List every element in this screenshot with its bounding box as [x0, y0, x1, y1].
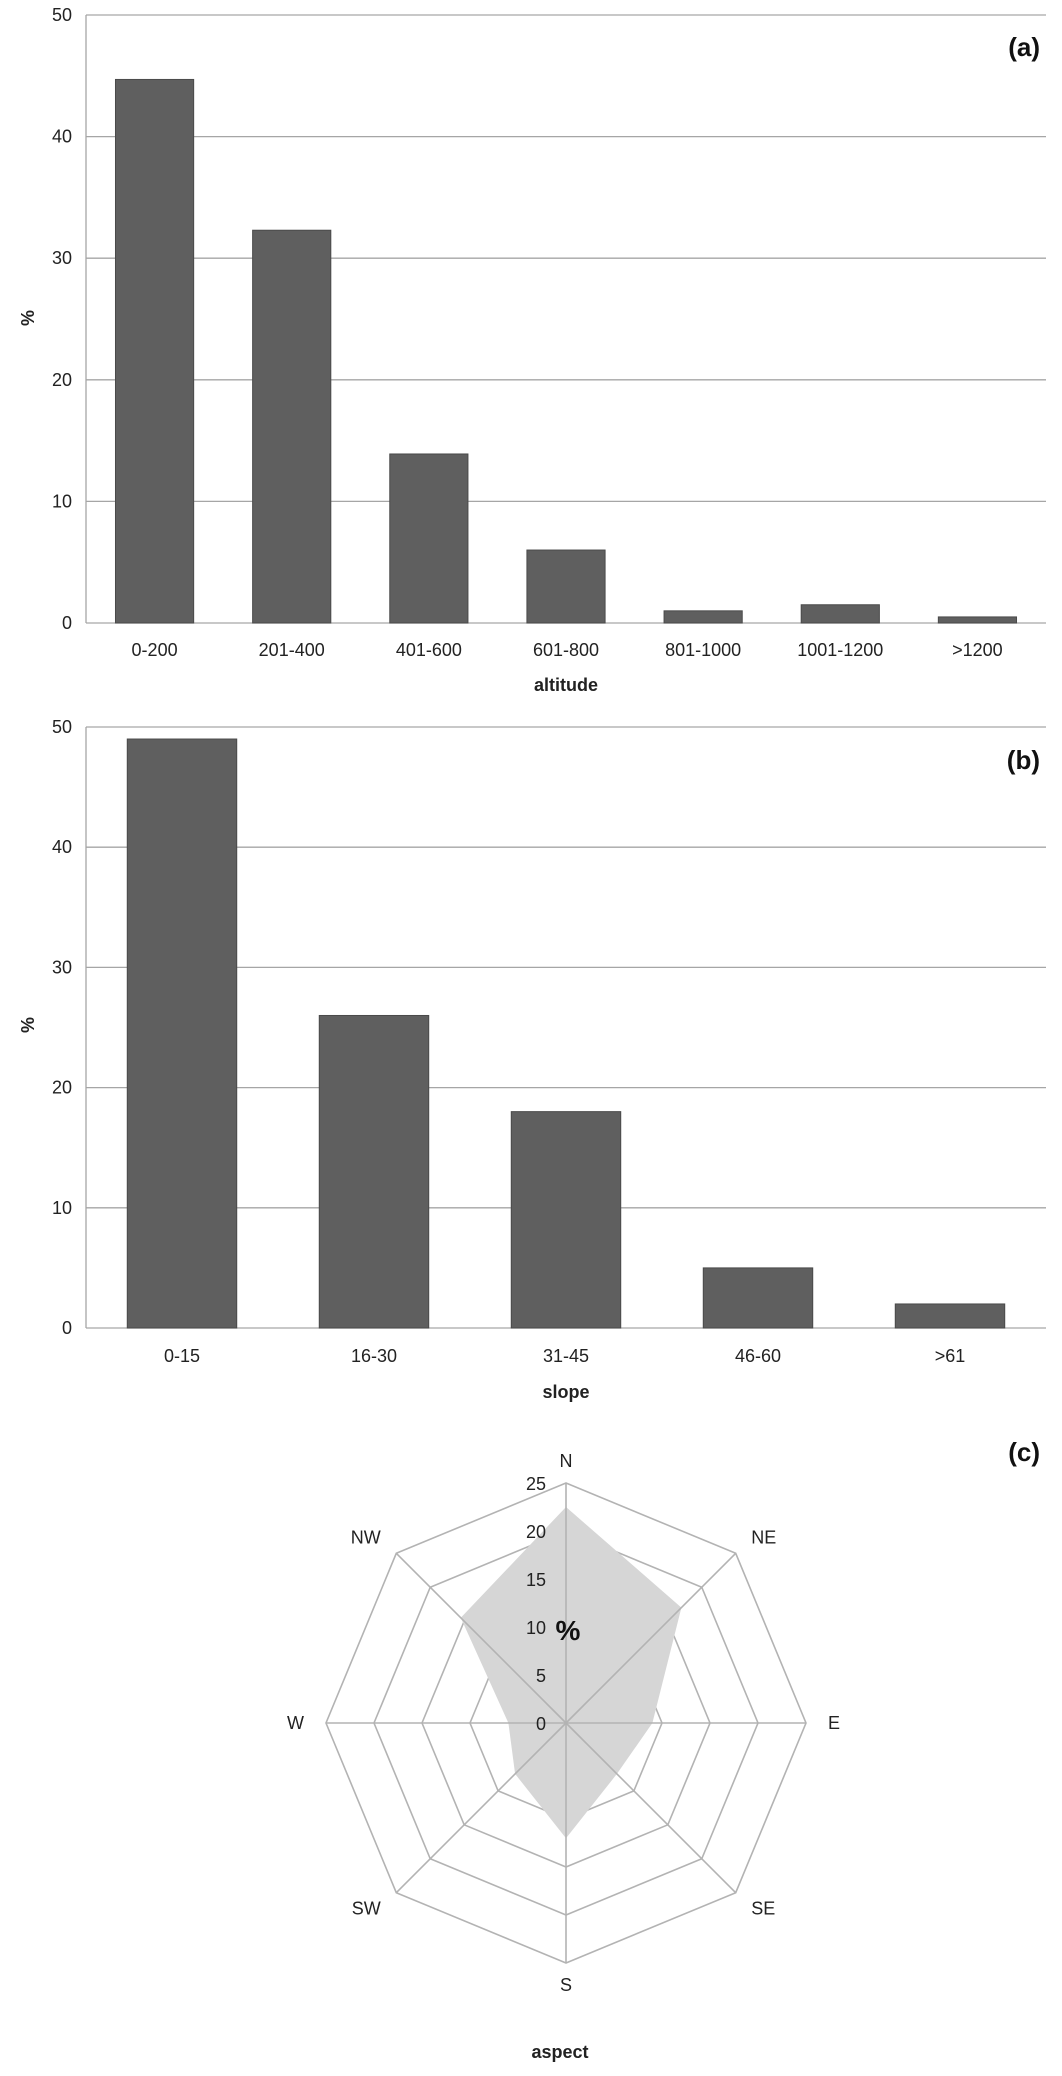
bar-801-1000: [663, 610, 743, 624]
direction-label-E: E: [828, 1713, 840, 1733]
y-tick-label: 0: [62, 613, 72, 633]
panel-c-label: (c): [1008, 1437, 1040, 1467]
y-tick-label: 30: [52, 248, 72, 268]
direction-label-W: W: [287, 1713, 304, 1733]
bar-16-30: [318, 1014, 430, 1329]
altitude-gridlines: [85, 14, 1046, 624]
y-tick-label: 30: [52, 957, 72, 977]
x-tick-label: >1200: [952, 640, 1003, 660]
y-tick-label: 10: [52, 1198, 72, 1218]
bar-401-600: [389, 453, 469, 624]
altitude-y-axis-title: %: [18, 310, 38, 326]
direction-label-SW: SW: [352, 1898, 381, 1918]
slope-y-tick-labels: 0 10 20 30 40 50: [52, 717, 72, 1338]
y-tick-label: 40: [52, 127, 72, 147]
bar-0-200: [114, 78, 195, 624]
radial-tick-label: 20: [526, 1522, 546, 1542]
y-tick-label: 20: [52, 1078, 72, 1098]
radar-spoke: [565, 1722, 737, 1894]
x-tick-label: 401-600: [396, 640, 462, 660]
radial-tick-label: 10: [526, 1618, 546, 1638]
altitude-x-axis-title: altitude: [534, 675, 598, 695]
radial-tick-label: 25: [526, 1474, 546, 1494]
radar-spoke: [395, 1552, 567, 1724]
radial-tick-label: 15: [526, 1570, 546, 1590]
aspect-direction-labels: N NE E SE S SW W NW: [287, 1451, 840, 1995]
x-tick-label: 1001-1200: [797, 640, 883, 660]
slope-y-axis-title: %: [18, 1017, 38, 1033]
panel-a-label: (a): [1008, 32, 1040, 62]
x-tick-label: 16-30: [351, 1346, 397, 1366]
direction-label-NE: NE: [751, 1528, 776, 1548]
x-tick-label: 801-1000: [665, 640, 741, 660]
x-tick-label: 201-400: [259, 640, 325, 660]
slope-bar-chart: 0 10 20 30 40 50 0-15 16-30 31-45 46-60 >61 slope…: [18, 717, 1046, 1402]
x-tick-label: 0-200: [132, 640, 178, 660]
bar-201-400: [252, 229, 332, 624]
bar-1001-1200: [800, 604, 880, 624]
bar->1200: [937, 616, 1018, 624]
y-tick-label: 10: [52, 491, 72, 511]
y-tick-label: 40: [52, 837, 72, 857]
direction-label-SE: SE: [751, 1898, 775, 1918]
y-tick-label: 0: [62, 1318, 72, 1338]
slope-bars: [126, 738, 1006, 1329]
aspect-axis-title: aspect: [531, 2042, 588, 2062]
y-tick-label: 50: [52, 5, 72, 25]
bar-31-45: [510, 1111, 622, 1329]
aspect-radar-chart: 0 5 10 15 20 25 N NE E SE S SW W NW % aspect (c): [287, 1437, 1040, 2062]
x-tick-label: >61: [935, 1346, 966, 1366]
direction-label-S: S: [560, 1975, 572, 1995]
radial-tick-label: 5: [536, 1666, 546, 1686]
y-tick-label: 50: [52, 717, 72, 737]
y-tick-label: 20: [52, 370, 72, 390]
altitude-bars: [114, 78, 1018, 624]
aspect-radial-tick-labels: 0 5 10 15 20 25: [526, 1474, 546, 1734]
altitude-x-tick-labels: 0-200 201-400 401-600 601-800 801-1000 1001-1…: [132, 640, 1003, 660]
x-tick-label: 0-15: [164, 1346, 200, 1366]
aspect-unit-label: %: [556, 1615, 581, 1646]
bar-46-60: [702, 1267, 814, 1329]
radar-spoke: [565, 1552, 737, 1724]
panel-b-label: (b): [1007, 745, 1040, 775]
altitude-bar-chart: 0 10 20 30 40 50 0-200 201-400 401-600 601-800 80…: [18, 5, 1046, 695]
aspect-radar-area: [460, 1507, 682, 1839]
slope-x-axis-title: slope: [542, 1382, 589, 1402]
radial-tick-label: 0: [536, 1714, 546, 1734]
bar-0-15: [126, 738, 238, 1329]
bar-601-800: [526, 549, 606, 624]
bar->61: [894, 1303, 1006, 1329]
slope-x-tick-labels: 0-15 16-30 31-45 46-60 >61: [164, 1346, 965, 1366]
direction-label-NW: NW: [351, 1528, 381, 1548]
x-tick-label: 31-45: [543, 1346, 589, 1366]
aspect-area: [460, 1507, 682, 1839]
radar-spoke: [395, 1722, 567, 1894]
altitude-y-tick-labels: 0 10 20 30 40 50: [52, 5, 72, 633]
direction-label-N: N: [560, 1451, 573, 1471]
x-tick-label: 46-60: [735, 1346, 781, 1366]
aspect-radar-spokes: [326, 1483, 806, 1963]
x-tick-label: 601-800: [533, 640, 599, 660]
